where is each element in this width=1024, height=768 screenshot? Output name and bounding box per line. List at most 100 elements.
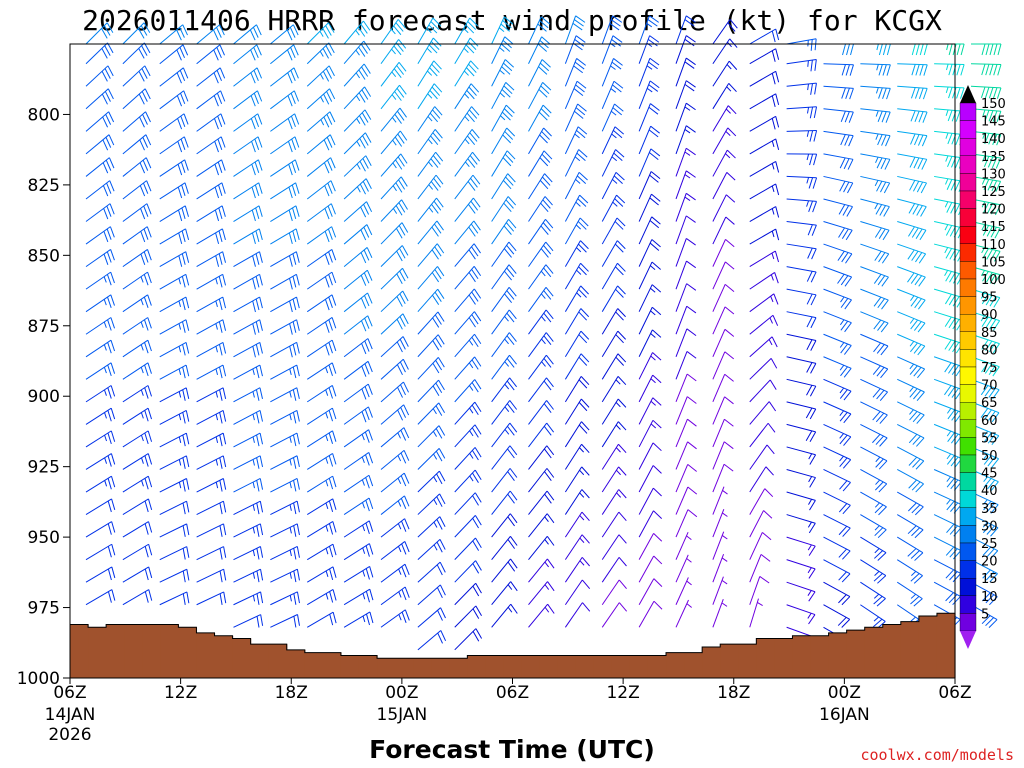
wind-barb <box>528 16 551 45</box>
wind-barb <box>528 558 555 583</box>
wind-barb <box>380 381 409 403</box>
wind-barb <box>823 333 852 355</box>
terrain-bar <box>738 644 757 678</box>
wind-barb <box>675 396 697 425</box>
wind-barb <box>233 205 263 222</box>
wind-barb <box>122 42 151 65</box>
wind-barb <box>712 149 736 177</box>
terrain-bar <box>304 652 324 678</box>
wind-barb <box>638 600 663 628</box>
wind-barb <box>454 605 482 628</box>
wind-barb <box>528 127 552 155</box>
wind-barb <box>233 614 264 628</box>
colorbar-label: 50 <box>981 449 998 464</box>
wind-barb <box>860 198 890 217</box>
wind-barb <box>306 339 337 358</box>
wind-barb <box>306 589 337 606</box>
wind-barb <box>897 491 924 516</box>
colorbar-swatch <box>959 490 977 509</box>
wind-barb <box>380 472 410 493</box>
wind-barb <box>933 514 962 537</box>
colorbar-swatch <box>959 402 977 421</box>
wind-barb <box>454 582 482 606</box>
terrain-bar <box>395 658 414 678</box>
wind-barb <box>638 487 662 515</box>
wind-barb <box>122 566 153 583</box>
wind-barb <box>233 159 263 177</box>
wind-barb <box>417 288 445 313</box>
wind-barb <box>306 453 337 470</box>
wind-barb <box>417 470 446 493</box>
wind-barb <box>159 432 190 448</box>
wind-barb <box>712 373 734 403</box>
wind-barb <box>528 219 554 245</box>
wind-barb <box>380 495 410 515</box>
colorbar-swatch <box>959 243 977 262</box>
x-date-label: 2026 <box>48 725 91 745</box>
wind-barb <box>601 534 627 560</box>
colorbar-swatch <box>959 225 977 244</box>
wind-barb <box>306 475 337 493</box>
colorbar-swatch <box>959 595 977 614</box>
wind-barb <box>786 604 816 625</box>
wind-barb <box>270 432 300 448</box>
wind-barb <box>159 500 190 516</box>
credit-link[interactable]: coolwx.com/models <box>860 746 1014 764</box>
wind-barb <box>159 523 190 538</box>
wind-barb <box>306 203 336 222</box>
wind-barb <box>638 15 659 45</box>
wind-barb <box>749 206 780 222</box>
wind-barb <box>491 36 514 64</box>
terrain-bar <box>810 635 830 678</box>
wind-barb <box>749 138 780 155</box>
wind-barb <box>343 63 371 87</box>
colorbar-label: 60 <box>981 414 998 429</box>
wind-barb <box>897 266 926 287</box>
terrain-bar <box>196 632 216 678</box>
x-tick-label: 06Z <box>496 683 529 703</box>
wind-barb <box>860 423 888 447</box>
wind-barb <box>491 354 517 380</box>
wind-barb <box>343 86 372 110</box>
wind-barb <box>601 466 627 493</box>
colorbar-swatch <box>959 472 977 491</box>
wind-barb <box>712 83 737 110</box>
wind-barb <box>85 271 115 290</box>
wind-barb <box>122 521 153 538</box>
wind-barb <box>675 554 692 583</box>
wind-barb <box>933 266 964 285</box>
wind-barb <box>85 157 115 177</box>
wind-barb <box>786 401 817 420</box>
wind-barb <box>749 357 778 380</box>
wind-barb <box>306 521 337 538</box>
wind-barb <box>823 378 852 401</box>
wind-barb <box>343 565 374 583</box>
wind-barb <box>343 292 373 313</box>
wind-barb <box>122 22 151 45</box>
colorbar-swatch <box>959 419 977 438</box>
wind-barb <box>786 514 816 534</box>
wind-barb <box>233 341 263 358</box>
colorbar-label: 75 <box>981 361 998 376</box>
colorbar-swatch <box>959 278 977 297</box>
wind-barb <box>897 63 928 76</box>
terrain-bar <box>557 655 577 678</box>
wind-barb <box>638 533 663 560</box>
wind-barb <box>823 514 851 537</box>
terrain-bar <box>720 644 739 678</box>
wind-barb <box>159 478 190 493</box>
wind-barb <box>638 442 662 470</box>
wind-barb <box>675 238 696 267</box>
wind-barb <box>417 220 444 245</box>
wind-barb <box>564 398 590 425</box>
wind-barb <box>417 243 445 267</box>
wind-barb <box>454 37 479 64</box>
y-tick-label: 925 <box>28 458 60 478</box>
wind-barb <box>454 106 480 132</box>
terrain-fill <box>70 612 956 678</box>
wind-barb <box>454 129 480 155</box>
wind-barb <box>601 58 623 87</box>
wind-barb <box>233 500 264 516</box>
wind-barb <box>159 90 189 110</box>
wind-barb <box>454 243 481 267</box>
